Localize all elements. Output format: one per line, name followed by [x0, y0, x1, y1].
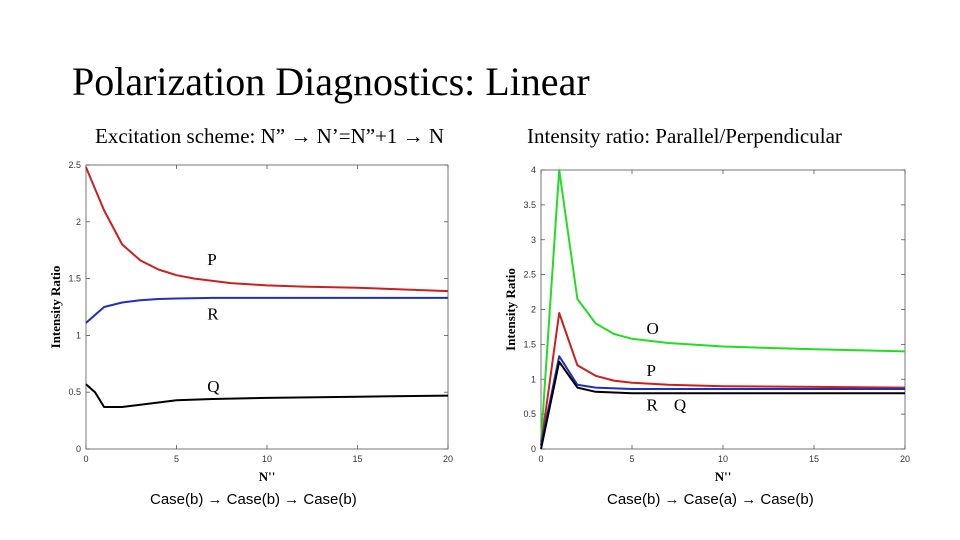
y-tick-label: 1 — [531, 374, 536, 384]
series-line-q — [540, 360, 905, 450]
y-tick-label: 0.5 — [523, 409, 536, 419]
series-line-p — [540, 312, 906, 446]
x-tick-label: 0 — [83, 454, 88, 464]
y-tick-label: 0 — [531, 444, 536, 454]
y-axis-label: Intensity Ratio — [503, 268, 518, 351]
series-line-p — [85, 166, 449, 293]
y-tick-label: 2 — [76, 217, 81, 227]
y-tick-label: 3.5 — [523, 200, 536, 210]
curve-label-q: Q — [674, 396, 686, 415]
curve-label-p: P — [647, 361, 656, 380]
y-tick-label: 1.5 — [68, 274, 81, 284]
series-line-r — [85, 296, 448, 324]
plot-frame — [85, 164, 449, 450]
series-line-o — [540, 169, 906, 443]
y-tick-label: 2.5 — [68, 160, 81, 170]
curve-label-o: O — [647, 319, 659, 338]
curve-label-r: R — [647, 396, 659, 415]
y-tick-label: 2.5 — [523, 270, 536, 280]
plot-frame — [540, 169, 906, 450]
y-tick-label: 3 — [531, 235, 536, 245]
x-tick-label: 5 — [629, 454, 634, 464]
y-tick-label: 4 — [531, 165, 536, 175]
y-tick-label: 1 — [76, 330, 81, 340]
x-axis-label: N'' — [715, 469, 732, 484]
curve-label-q: Q — [207, 377, 219, 396]
slide-title: Polarization Diagnostics: Linear — [72, 59, 590, 104]
x-tick-label: 10 — [718, 454, 728, 464]
x-tick-label: 20 — [900, 454, 910, 464]
x-tick-label: 15 — [352, 454, 362, 464]
x-axis-label: N'' — [259, 469, 276, 484]
caption-right: Case(b) → Case(a) → Case(b) — [607, 491, 814, 508]
y-tick-label: 1.5 — [523, 339, 536, 349]
series-line-q — [85, 383, 449, 408]
subtitle-intensity-ratio: Intensity ratio: Parallel/Perpendicular — [527, 124, 842, 148]
x-tick-label: 5 — [174, 454, 179, 464]
caption-left: Case(b) → Case(b) → Case(b) — [150, 491, 357, 508]
curve-label-r: R — [207, 304, 219, 323]
y-tick-label: 0 — [76, 444, 81, 454]
x-tick-label: 20 — [443, 454, 453, 464]
x-tick-label: 15 — [809, 454, 819, 464]
y-axis-label: Intensity Ratio — [48, 266, 63, 349]
y-tick-label: 2 — [531, 305, 536, 315]
series-line-r — [540, 355, 905, 446]
subtitle-excitation-scheme: Excitation scheme: N” → N’=N”+1 → N — [95, 124, 445, 148]
x-tick-label: 10 — [262, 454, 272, 464]
curve-label-p: P — [207, 250, 216, 269]
y-tick-label: 0.5 — [68, 387, 81, 397]
x-tick-label: 0 — [538, 454, 543, 464]
